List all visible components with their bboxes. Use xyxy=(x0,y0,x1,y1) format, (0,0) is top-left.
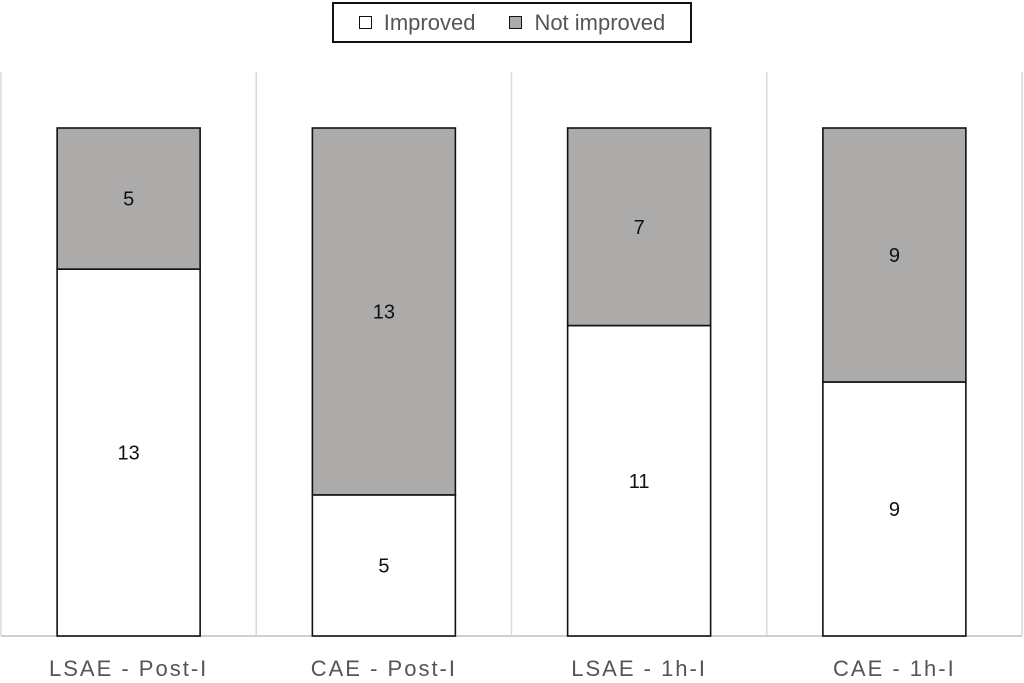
x-tick-label: LSAE - 1h-I xyxy=(571,656,707,681)
data-label: 5 xyxy=(123,189,134,211)
data-label: 9 xyxy=(889,245,900,267)
legend-label-improved: Improved xyxy=(383,9,476,35)
data-label: 7 xyxy=(634,217,645,239)
x-tick-label: LSAE - Post-I xyxy=(49,656,208,681)
legend-item-improved: Improved xyxy=(358,9,476,36)
data-label: 5 xyxy=(378,555,389,577)
x-tick-label: CAE - 1h-I xyxy=(833,656,956,681)
data-label: 11 xyxy=(629,471,650,493)
data-label: 13 xyxy=(373,301,395,323)
bar-segment-not-improved xyxy=(566,127,712,327)
legend-swatch-improved xyxy=(358,16,372,29)
legend: Improved Not improved xyxy=(332,2,692,43)
legend-swatch-not-improved xyxy=(509,16,523,29)
bar-segment-not-improved xyxy=(56,127,201,270)
legend-item-not-improved: Not improved xyxy=(509,10,665,36)
bar-segment-improved xyxy=(311,494,457,637)
bar-segment-improved xyxy=(822,381,967,637)
bar-segment-not-improved xyxy=(311,127,457,496)
bar-segment-improved xyxy=(566,324,712,637)
bar-segment-not-improved xyxy=(822,127,967,383)
legend-label-not-improved: Not improved xyxy=(534,9,666,35)
x-tick-label: CAE - Post-I xyxy=(311,656,457,681)
data-label: 13 xyxy=(118,443,140,465)
data-label: 9 xyxy=(889,499,900,521)
